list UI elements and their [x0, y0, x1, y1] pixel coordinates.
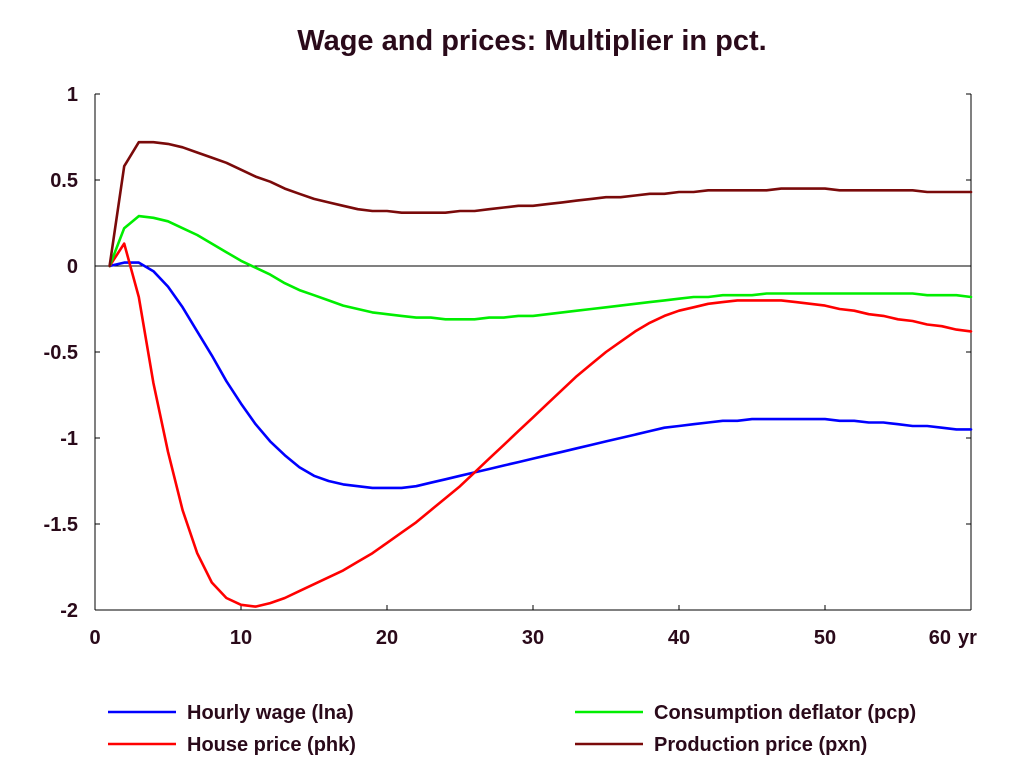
series-line: [108, 214, 973, 321]
legend-label: House price (phk): [187, 734, 356, 756]
legend-label: Production price (pxn): [654, 734, 867, 756]
x-tick-label: 10: [230, 627, 252, 649]
x-tick-label: 0: [89, 627, 100, 649]
x-axis-unit-label: yr: [958, 627, 977, 649]
y-tick-label: -1.5: [44, 514, 78, 536]
x-tick-label: 30: [522, 627, 544, 649]
y-axis: 1 0.5 0 -0.5 -1 -1.5 -2: [44, 84, 971, 622]
y-tick-label: -0.5: [44, 342, 78, 364]
x-tick-label: 40: [668, 627, 690, 649]
series-line: [108, 140, 973, 268]
series-group: [108, 140, 973, 608]
x-tick-label: 60: [929, 627, 951, 649]
legend: Hourly wage (lna) Consumption deflator (p…: [108, 702, 916, 756]
y-tick-label: 0: [67, 256, 78, 278]
series-line: [108, 261, 973, 490]
y-tick-label: 0.5: [50, 170, 78, 192]
legend-label: Hourly wage (lna): [187, 702, 354, 724]
y-tick-label: -1: [60, 428, 78, 450]
series-line: [108, 242, 973, 608]
y-tick-label: -2: [60, 600, 78, 622]
y-tick-label: 1: [67, 84, 78, 106]
plot-frame: [94, 94, 972, 611]
legend-label: Consumption deflator (pcp): [654, 702, 916, 724]
x-tick-label: 50: [814, 627, 836, 649]
chart-title: Wage and prices: Multiplier in pct.: [297, 25, 766, 57]
x-tick-label: 20: [376, 627, 398, 649]
x-axis: 0 10 20 30 40 50 60 yr: [89, 605, 977, 649]
